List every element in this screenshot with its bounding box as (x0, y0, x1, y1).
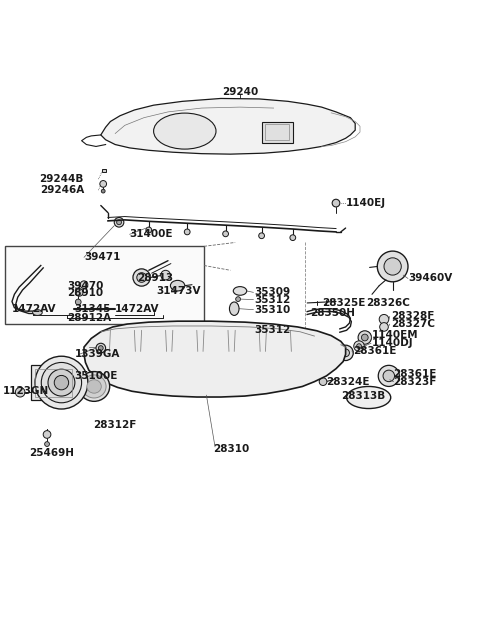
Circle shape (332, 199, 340, 207)
Circle shape (384, 258, 401, 275)
Text: 35309: 35309 (254, 287, 290, 297)
Text: 35310: 35310 (254, 305, 291, 315)
Circle shape (361, 334, 368, 341)
Text: 28361E: 28361E (394, 369, 437, 379)
Ellipse shape (87, 380, 101, 393)
Text: 28913: 28913 (137, 273, 173, 283)
Circle shape (236, 297, 240, 302)
Circle shape (354, 341, 364, 351)
Text: 1472AV: 1472AV (12, 303, 57, 314)
Text: 1140DJ: 1140DJ (372, 338, 414, 348)
Circle shape (96, 343, 106, 353)
Circle shape (380, 323, 388, 331)
Text: 31473V: 31473V (156, 287, 201, 297)
Bar (31, 366, 75, 400)
Text: 28361E: 28361E (353, 346, 396, 356)
Ellipse shape (154, 113, 216, 149)
Ellipse shape (82, 375, 106, 398)
Polygon shape (84, 321, 346, 397)
Circle shape (101, 189, 105, 193)
Circle shape (54, 376, 69, 390)
Circle shape (98, 345, 103, 350)
Circle shape (379, 315, 389, 324)
Circle shape (114, 218, 124, 227)
Text: 39471: 39471 (84, 252, 120, 262)
Text: 28324E: 28324E (326, 377, 370, 387)
Ellipse shape (233, 287, 247, 295)
Text: 1140EJ: 1140EJ (346, 198, 386, 208)
Circle shape (231, 326, 238, 333)
Circle shape (383, 370, 395, 382)
Text: 39470: 39470 (67, 281, 104, 291)
Circle shape (117, 220, 121, 224)
Text: 28312F: 28312F (94, 420, 137, 430)
Polygon shape (262, 122, 293, 142)
Text: 28326C: 28326C (366, 298, 409, 308)
Text: 28325E: 28325E (323, 298, 366, 308)
Ellipse shape (170, 280, 185, 291)
Circle shape (75, 288, 83, 296)
Text: 28310: 28310 (214, 444, 250, 454)
Circle shape (100, 181, 107, 187)
Circle shape (133, 269, 150, 286)
Ellipse shape (229, 302, 239, 315)
Circle shape (223, 231, 228, 237)
Text: 28313B: 28313B (341, 391, 385, 401)
Text: 29240: 29240 (222, 87, 258, 97)
Text: 35312: 35312 (254, 325, 291, 335)
Text: 31345: 31345 (74, 303, 111, 314)
Circle shape (15, 387, 25, 397)
Bar (35, 369, 72, 396)
Circle shape (338, 345, 353, 361)
Circle shape (378, 366, 399, 386)
Text: 28912A: 28912A (67, 314, 111, 324)
Text: 39460V: 39460V (408, 273, 452, 283)
Circle shape (35, 356, 88, 409)
Ellipse shape (347, 386, 391, 409)
Circle shape (357, 344, 361, 349)
Circle shape (358, 331, 372, 344)
Text: 1140EM: 1140EM (372, 330, 419, 340)
Text: 1339GA: 1339GA (74, 349, 120, 359)
Text: 31400E: 31400E (130, 229, 173, 240)
Circle shape (75, 299, 81, 305)
Circle shape (41, 362, 82, 403)
Circle shape (184, 229, 190, 234)
Text: 28350H: 28350H (311, 308, 356, 319)
Text: 28323F: 28323F (394, 377, 437, 387)
Circle shape (48, 369, 75, 396)
Polygon shape (101, 98, 355, 154)
Bar (5, 246, 204, 324)
Circle shape (80, 281, 88, 288)
Ellipse shape (78, 372, 109, 401)
Text: 25469H: 25469H (29, 448, 74, 458)
Text: 28328F: 28328F (391, 312, 434, 322)
Circle shape (137, 273, 146, 282)
Circle shape (231, 305, 238, 312)
Circle shape (290, 234, 296, 241)
Text: 29246A: 29246A (40, 185, 84, 195)
Ellipse shape (33, 310, 42, 315)
Text: 28910: 28910 (67, 288, 103, 298)
Text: 1123GN: 1123GN (2, 386, 48, 396)
Circle shape (377, 251, 408, 282)
Circle shape (342, 349, 349, 357)
Circle shape (259, 233, 264, 239)
Bar (102, 169, 106, 172)
Text: 28327C: 28327C (391, 319, 435, 329)
Text: 1472AV: 1472AV (115, 303, 160, 314)
Text: 35100E: 35100E (74, 371, 118, 381)
Circle shape (146, 227, 152, 233)
Text: 35312: 35312 (254, 295, 291, 305)
Text: 29244B: 29244B (40, 174, 84, 184)
Circle shape (45, 441, 49, 446)
Circle shape (161, 270, 170, 280)
Circle shape (319, 378, 327, 386)
Circle shape (43, 431, 51, 438)
